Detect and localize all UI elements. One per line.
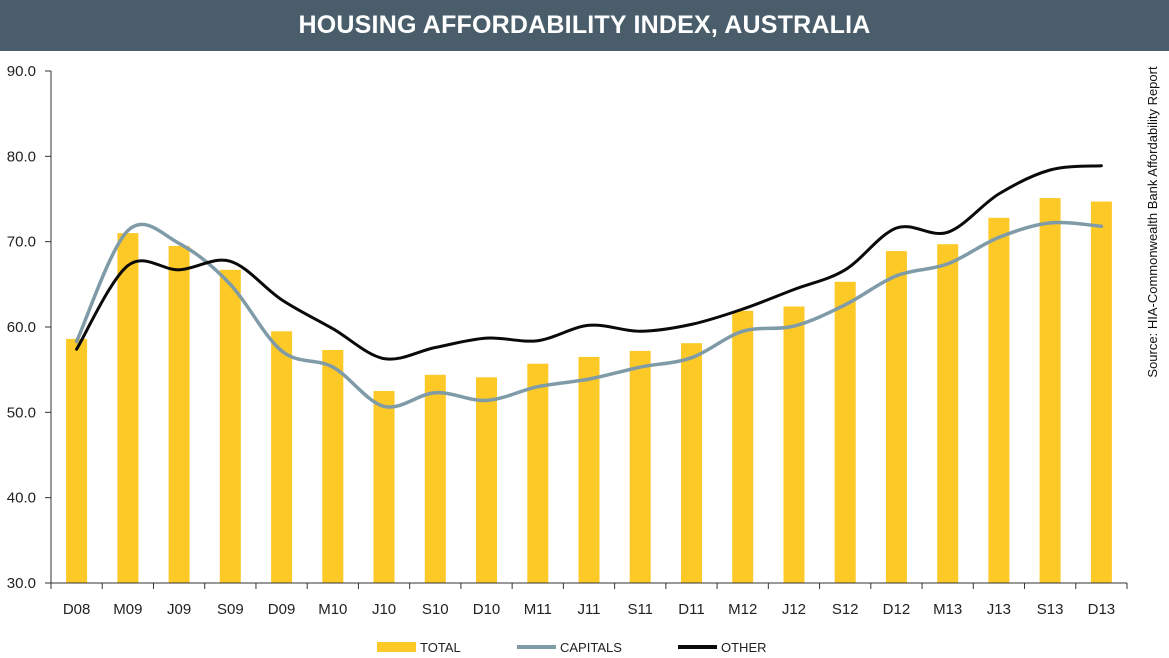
bar-m10 xyxy=(322,350,344,583)
bar-s11 xyxy=(629,350,651,583)
x-tick-label: S10 xyxy=(422,601,449,618)
x-tick-label: J10 xyxy=(372,601,396,618)
y-tick-label: 60.0 xyxy=(7,319,36,336)
bar-j13 xyxy=(988,217,1010,584)
x-tick-label: D08 xyxy=(63,601,91,618)
x-tick-label: S13 xyxy=(1037,601,1064,618)
bar-m12 xyxy=(732,310,754,583)
x-tick-label: D09 xyxy=(268,601,296,618)
x-tick-label: M10 xyxy=(318,601,347,618)
bar-d09 xyxy=(271,331,293,583)
line-capitals xyxy=(74,220,1104,409)
x-tick-label: M11 xyxy=(524,601,552,618)
bar-d13 xyxy=(1090,201,1112,583)
title-bar-background xyxy=(0,0,1169,51)
bar-s09 xyxy=(219,269,241,583)
y-tick-label: 90.0 xyxy=(7,63,36,80)
x-tick-label: S12 xyxy=(832,601,859,618)
x-tick-label: D12 xyxy=(883,601,911,618)
x-tick-label: M09 xyxy=(113,601,142,618)
y-tick-label: 50.0 xyxy=(7,404,36,421)
x-tick-label: M12 xyxy=(728,601,757,618)
x-tick-label: D13 xyxy=(1088,601,1116,618)
bar-d11 xyxy=(681,343,702,583)
axes: 30.0 40.0 50.0 60.0 70.0 80.0 90.0 D08 M09 J09 S09… xyxy=(7,63,1128,618)
y-tick-label: 80.0 xyxy=(7,148,36,165)
bar-m09 xyxy=(117,233,139,583)
x-tick-label: J09 xyxy=(167,601,191,618)
bar-j12 xyxy=(783,306,805,583)
x-tick-label: D11 xyxy=(678,601,704,618)
bar-s12 xyxy=(834,281,856,583)
legend-swatch-total xyxy=(377,642,416,652)
chart-title: HOUSING AFFORDABILITY INDEX, AUSTRALIA xyxy=(298,11,871,39)
bar-d10 xyxy=(476,377,497,583)
bar-s10 xyxy=(424,374,446,583)
bar-m13 xyxy=(937,244,959,583)
legend-label-other: OTHER xyxy=(721,640,767,655)
source-label: Source: HIA-Commonwealth Bank Affordabil… xyxy=(1145,66,1160,378)
bar-m11 xyxy=(527,363,549,583)
bar-j10 xyxy=(373,391,395,583)
bar-j11 xyxy=(578,356,600,583)
x-tick-label: M13 xyxy=(933,601,962,618)
x-tick-label: S09 xyxy=(217,601,244,618)
bar-d08 xyxy=(66,338,88,583)
bar-series-total xyxy=(66,198,1112,584)
y-tick-label: 40.0 xyxy=(7,490,36,507)
line-other xyxy=(75,164,1103,361)
legend: TOTAL CAPITALS OTHER xyxy=(377,640,767,655)
x-tick-label: J12 xyxy=(782,601,806,618)
y-tick-label: 30.0 xyxy=(7,575,36,592)
bar-j09 xyxy=(168,245,190,583)
x-tick-label: J13 xyxy=(987,601,1011,618)
bar-s13 xyxy=(1039,198,1061,583)
legend-label-capitals: CAPITALS xyxy=(560,640,622,655)
legend-label-total: TOTAL xyxy=(420,640,461,655)
x-tick-label: S11 xyxy=(627,601,653,618)
x-tick-label: D10 xyxy=(473,601,501,618)
y-tick-label: 70.0 xyxy=(7,234,36,251)
x-tick-label: J11 xyxy=(577,601,600,618)
title-bar: HOUSING AFFORDABILITY INDEX, AUSTRALIA xyxy=(0,0,1169,51)
bar-d12 xyxy=(885,251,907,583)
line-series xyxy=(74,164,1104,409)
